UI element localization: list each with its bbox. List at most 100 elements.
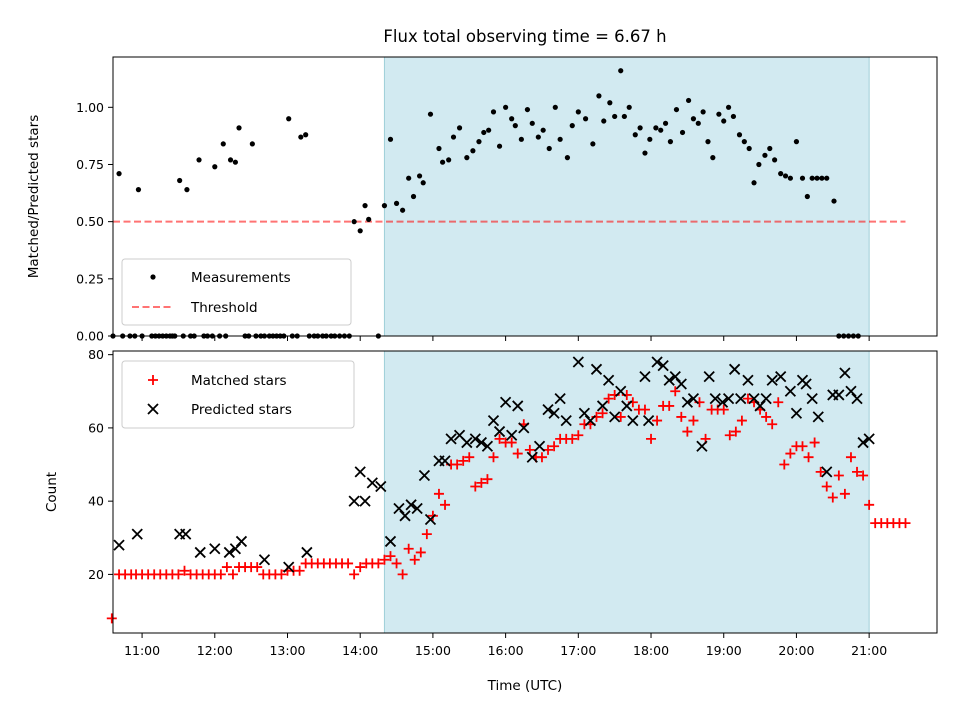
predicted-point xyxy=(790,407,803,419)
predicted-point xyxy=(742,374,754,386)
matched-point xyxy=(343,558,354,569)
predicted-point xyxy=(209,543,221,555)
predicted-point xyxy=(560,414,572,427)
matched-point xyxy=(215,569,226,580)
matched-point xyxy=(682,426,693,437)
measurement-point xyxy=(177,177,183,184)
matched-point xyxy=(440,499,451,510)
predicted-point xyxy=(722,392,735,405)
matched-point xyxy=(821,481,832,492)
count-xtick-label: 19:00 xyxy=(706,643,742,658)
predicted-point xyxy=(784,385,797,397)
measurement-point xyxy=(831,198,837,204)
measurement-point xyxy=(552,104,558,110)
predicted-point xyxy=(839,367,851,379)
measurement-point xyxy=(535,134,541,140)
predicted-point xyxy=(851,392,863,405)
count-ytick-label: 20 xyxy=(88,567,104,582)
count-legend: Matched stars Predicted stars xyxy=(121,360,355,429)
measurement-point xyxy=(756,161,762,168)
count-xtick-label: 16:00 xyxy=(488,643,524,658)
predicted-point xyxy=(499,396,512,408)
measurement-point xyxy=(700,109,706,115)
measurement-point xyxy=(762,152,768,158)
measurement-point xyxy=(503,104,509,110)
predicted-point xyxy=(405,499,417,511)
measurement-point xyxy=(667,139,674,145)
predicted-point xyxy=(760,392,772,405)
matched-point xyxy=(482,474,493,485)
matched-point xyxy=(379,554,390,565)
predicted-point xyxy=(475,436,488,449)
measurement-point xyxy=(799,175,806,181)
measurement-point xyxy=(381,203,388,209)
predicted-point xyxy=(642,414,655,427)
predicted-point xyxy=(627,414,639,427)
count-xtick-label: 11:00 xyxy=(124,643,160,658)
matched-point xyxy=(464,452,475,463)
matched-point xyxy=(227,569,238,580)
ratio-ytick-label: 0.25 xyxy=(76,271,104,286)
ratio-ytick-label: 1.00 xyxy=(76,100,104,115)
matched-point xyxy=(106,613,117,624)
measurement-point xyxy=(529,120,535,126)
measurement-point xyxy=(725,104,732,110)
predicted-point xyxy=(180,528,192,540)
measurement-point xyxy=(751,180,757,186)
matched-point xyxy=(761,411,772,422)
matched-point xyxy=(730,426,741,437)
predicted-point xyxy=(609,411,621,423)
ratio-axes-frame xyxy=(112,56,938,337)
measurement-point xyxy=(436,145,442,152)
matched-point xyxy=(688,415,699,426)
measurement-point xyxy=(632,132,638,138)
measurement-point xyxy=(232,159,238,165)
measurement-point xyxy=(772,157,778,163)
matched-point xyxy=(639,404,650,415)
ratio-ytick-label: 0.00 xyxy=(76,329,104,344)
measurement-point xyxy=(406,175,412,181)
count-ytick-label: 80 xyxy=(88,347,104,362)
measurement-point xyxy=(400,207,406,213)
matched-point xyxy=(803,452,814,463)
measurement-point xyxy=(212,164,218,170)
measurement-point xyxy=(249,141,255,147)
predicted-point xyxy=(821,466,833,478)
measurement-point xyxy=(490,109,497,115)
matched-point xyxy=(488,452,499,463)
matched-point xyxy=(294,565,305,576)
predicted-point xyxy=(687,392,700,405)
measurement-point xyxy=(653,125,659,131)
measurement-point xyxy=(496,143,503,149)
predicted-point xyxy=(348,495,360,507)
measurement-point xyxy=(135,187,142,193)
matched-point xyxy=(652,415,663,426)
measurement-point xyxy=(546,145,552,152)
matched-point xyxy=(597,408,608,419)
measurement-point xyxy=(420,180,426,186)
measurement-point xyxy=(286,116,292,122)
predicted-point xyxy=(657,360,669,372)
measurement-point xyxy=(809,175,815,181)
predicted-point xyxy=(399,510,411,522)
ratio-panel: 0.00 0.25 0.50 0.75 1.00 Matched/Predicted s… xyxy=(26,56,938,344)
matched-point xyxy=(543,444,554,455)
predicted-point xyxy=(663,374,675,386)
measurement-point xyxy=(569,123,575,129)
measurement-point xyxy=(184,187,190,193)
measurement-point xyxy=(626,104,632,110)
observing-window-shade-top xyxy=(383,56,870,337)
legend-matched-marker xyxy=(148,375,158,385)
predicted-point xyxy=(439,455,451,467)
measurement-point xyxy=(679,129,686,136)
predicted-point xyxy=(766,374,778,386)
predicted-point xyxy=(487,414,500,427)
matched-point xyxy=(809,437,820,448)
predicted-point xyxy=(615,385,627,397)
predicted-point xyxy=(512,400,524,412)
predicted-point xyxy=(113,539,125,551)
matched-point xyxy=(573,430,584,441)
predicted-point xyxy=(493,425,506,438)
legend-box xyxy=(121,360,355,429)
matched-point xyxy=(839,488,850,499)
